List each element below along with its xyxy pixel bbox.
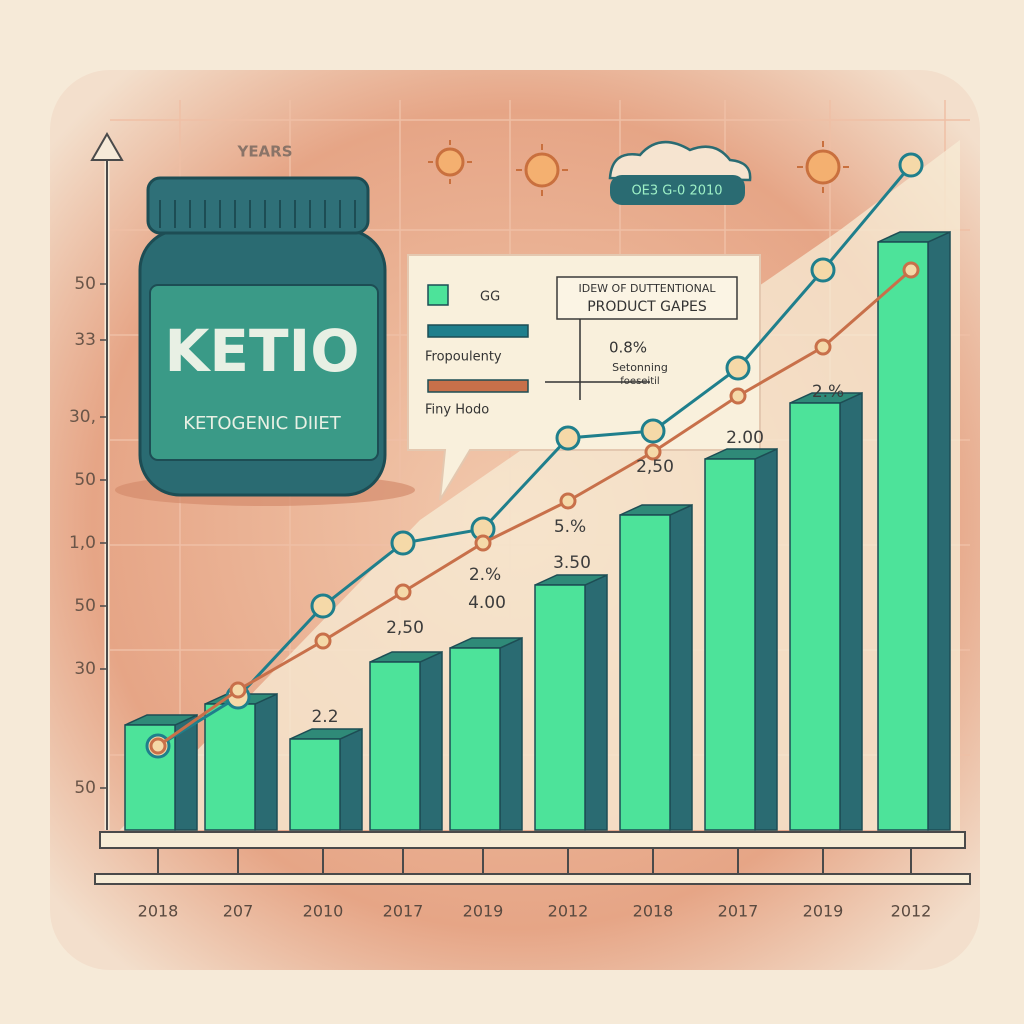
bar xyxy=(204,703,256,831)
callout-title: PRODUCT GAPES xyxy=(587,299,707,315)
line-point xyxy=(640,418,666,444)
sun-icons xyxy=(435,147,841,188)
y-axis-arrow xyxy=(90,131,124,161)
line-point xyxy=(229,681,247,699)
jar-cap xyxy=(146,176,370,235)
x-axis-base xyxy=(94,873,971,885)
bar xyxy=(789,402,841,831)
chart-title: YEARS xyxy=(236,143,292,161)
line-point xyxy=(559,492,577,510)
cloud xyxy=(608,141,752,182)
line-point xyxy=(555,425,581,451)
sun-rays xyxy=(428,140,849,196)
bar-side xyxy=(754,447,778,831)
y-tick-label: 50 xyxy=(74,778,96,798)
legend-label: GG xyxy=(480,290,500,305)
x-tick-label: 2012 xyxy=(548,902,589,921)
line-point xyxy=(729,387,747,405)
line-point xyxy=(644,443,662,461)
bar-side xyxy=(339,727,363,831)
legend: GG Fropoulenty Finy Hodo xyxy=(425,284,529,418)
bar-side xyxy=(584,573,608,831)
annotation: 2,50 xyxy=(386,618,424,638)
annotation: 2.00 xyxy=(726,428,764,448)
legend-label: Finy Hodo xyxy=(425,403,489,418)
y-tick-label: 50 xyxy=(74,470,96,490)
callout-title-box xyxy=(556,276,738,320)
callout-note: foeseitil xyxy=(620,376,659,387)
annotation: 2,50 xyxy=(636,457,674,477)
bar xyxy=(534,584,586,831)
line xyxy=(157,164,913,748)
line xyxy=(157,268,912,748)
x-tick-label: 2017 xyxy=(718,902,759,921)
bar-side xyxy=(254,692,278,831)
bar xyxy=(289,738,341,831)
bar-side xyxy=(839,391,863,831)
y-tick-label: 33 xyxy=(74,330,96,350)
x-tick-label: 2018 xyxy=(138,902,179,921)
bar-side xyxy=(927,230,951,831)
x-tick-label: 2018 xyxy=(633,902,674,921)
callout-title: IDEW OF DUTTENTIONAL xyxy=(579,282,717,295)
legend-swatch xyxy=(427,379,529,393)
x-tick-label: 2019 xyxy=(463,902,504,921)
line-point xyxy=(810,257,836,283)
legend-label: Fropoulenty xyxy=(425,350,502,365)
annotation: 4.00 xyxy=(468,593,506,613)
line-point xyxy=(898,152,924,178)
line-point xyxy=(310,593,336,619)
annotation: 3.50 xyxy=(553,553,591,573)
legend-swatch xyxy=(427,284,449,306)
plot: 50 30 50 1,0 50 30, 33 50 2018 207 2010 2017 2019 201… xyxy=(69,152,951,921)
line-point xyxy=(149,737,167,755)
jar-label xyxy=(149,284,379,461)
bar xyxy=(449,647,501,831)
jar-subtitle: KETOGENIC DIIET xyxy=(183,413,342,434)
x-tick-label: 2019 xyxy=(803,902,844,921)
y-tick-label: 30, xyxy=(69,407,96,427)
badge xyxy=(610,175,745,205)
legend-swatch xyxy=(427,324,529,338)
line-point xyxy=(314,632,332,650)
line-point xyxy=(902,261,920,279)
jar-cap-ridges xyxy=(159,200,356,228)
x-tick-label: 2017 xyxy=(383,902,424,921)
bar-side xyxy=(419,650,443,831)
annotation: 2.% xyxy=(469,565,501,585)
annotation: 2.% xyxy=(812,382,844,402)
callout-note: Setonning xyxy=(612,361,668,374)
bar-side xyxy=(499,636,523,831)
annotation: 2.2 xyxy=(311,707,338,727)
line-point xyxy=(474,534,492,552)
line-point xyxy=(814,338,832,356)
bar xyxy=(704,458,756,831)
line-point xyxy=(394,583,412,601)
x-axis xyxy=(99,831,966,849)
badge-text: OE3 G-0 2010 xyxy=(631,184,722,199)
bar xyxy=(369,661,421,831)
bar xyxy=(619,514,671,831)
y-tick-label: 30 xyxy=(74,659,96,679)
annotation: 5.% xyxy=(554,517,586,537)
line-point xyxy=(725,355,751,381)
bar xyxy=(877,241,929,831)
y-tick-label: 50 xyxy=(74,274,96,294)
x-tick-label: 207 xyxy=(223,902,254,921)
y-tick-label: 50 xyxy=(74,596,96,616)
line-point xyxy=(390,530,416,556)
bar-side xyxy=(669,503,693,831)
jar-brand: KETIO xyxy=(164,317,359,385)
y-tick-label: 1,0 xyxy=(69,533,96,553)
callout-value: 0.8% xyxy=(609,339,647,357)
x-tick-label: 2010 xyxy=(303,902,344,921)
x-tick-label: 2012 xyxy=(891,902,932,921)
